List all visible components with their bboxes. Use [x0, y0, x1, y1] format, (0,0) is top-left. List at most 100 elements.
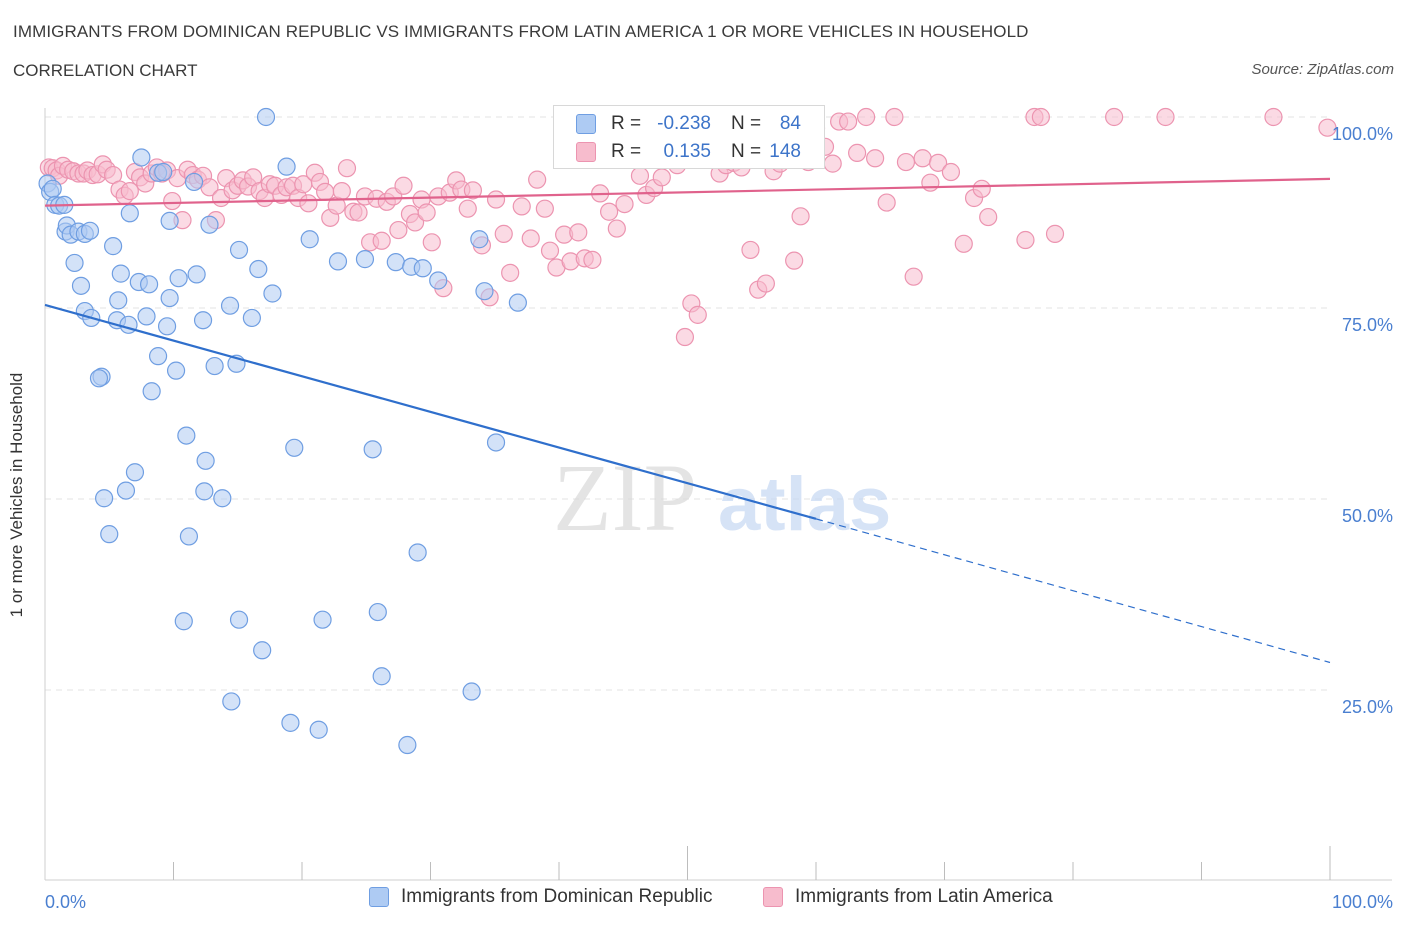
data-point-dominican-republic — [157, 317, 177, 336]
data-point-dominican-republic — [220, 296, 240, 315]
data-point-dominican-republic — [486, 433, 506, 452]
data-point-dominican-republic — [429, 271, 448, 290]
data-point-latin-america — [652, 168, 671, 187]
watermark-zip: ZIP — [553, 444, 697, 551]
data-point-dominican-republic — [166, 361, 186, 380]
data-point-latin-america — [349, 203, 368, 222]
series-dominican-republic-points — [38, 107, 527, 755]
data-point-dominican-republic — [408, 543, 427, 562]
stats-r-value: 0.135 — [663, 141, 711, 162]
data-point-latin-america — [839, 112, 858, 131]
data-point-latin-america — [486, 190, 506, 209]
data-point-latin-america — [569, 223, 588, 242]
data-point-latin-america — [921, 173, 940, 192]
data-point-dominican-republic — [65, 253, 84, 273]
y-tick-label: 75.0% — [1342, 315, 1393, 335]
data-point-dominican-republic — [139, 275, 159, 294]
data-point-dominican-republic — [177, 426, 196, 445]
data-point-dominican-republic — [120, 204, 139, 223]
data-point-dominican-republic — [229, 240, 249, 260]
data-point-dominican-republic — [309, 720, 328, 739]
data-point-latin-america — [521, 229, 540, 248]
legend-item-latin-america[interactable]: Immigrants from Latin America — [763, 886, 1053, 908]
data-point-latin-america — [741, 240, 760, 260]
data-point-latin-america — [615, 194, 634, 214]
data-point-dominican-republic — [470, 230, 489, 249]
stats-r-value: -0.238 — [657, 113, 711, 134]
data-point-dominican-republic — [242, 308, 261, 328]
legend-swatch-blue — [369, 887, 389, 907]
data-point-dominican-republic — [137, 307, 156, 326]
data-point-latin-america — [512, 197, 531, 216]
stats-r-label: R = — [611, 141, 642, 162]
data-point-latin-america — [928, 153, 948, 172]
data-point-dominican-republic — [43, 179, 62, 198]
data-point-latin-america — [316, 182, 335, 201]
data-point-dominican-republic — [222, 692, 241, 711]
data-point-latin-america — [332, 182, 351, 201]
data-point-dominican-republic — [187, 265, 206, 284]
data-point-dominican-republic — [184, 172, 204, 192]
data-point-dominican-republic — [71, 276, 91, 295]
chart-title: IMMIGRANTS FROM DOMINICAN REPUBLIC VS IM… — [13, 22, 1029, 41]
data-point-dominican-republic — [285, 438, 304, 457]
data-point-latin-america — [422, 233, 441, 252]
data-point-dominican-republic — [205, 356, 224, 376]
data-point-dominican-republic — [413, 259, 432, 278]
data-point-dominican-republic — [95, 489, 114, 508]
source-label: Source: ZipAtlas.com — [1251, 61, 1394, 78]
data-point-latin-america — [417, 203, 436, 222]
data-point-dominican-republic — [125, 463, 145, 482]
data-point-dominican-republic — [160, 288, 179, 308]
data-point-latin-america — [540, 241, 560, 260]
data-point-dominican-republic — [132, 148, 151, 167]
legend-item-dominican[interactable]: Immigrants from Dominican Republic — [369, 886, 713, 908]
data-point-latin-america — [823, 154, 842, 173]
legend-label: Immigrants from Latin America — [795, 886, 1053, 907]
data-point-dominican-republic — [193, 311, 213, 330]
y-tick-label: 100.0% — [1332, 124, 1393, 144]
data-point-latin-america — [372, 231, 391, 250]
data-point-latin-america — [785, 251, 804, 270]
data-point-dominican-republic — [263, 284, 282, 303]
data-point-dominican-republic — [142, 382, 161, 401]
watermark-atlas: atlas — [718, 462, 891, 547]
stats-n-label: N = — [731, 113, 762, 134]
stats-swatch-blue — [576, 114, 596, 134]
data-point-dominican-republic — [475, 282, 494, 301]
data-point-latin-america — [1156, 107, 1175, 127]
data-point-dominican-republic — [89, 369, 109, 388]
data-point-latin-america — [494, 224, 513, 243]
data-point-dominican-republic — [277, 157, 296, 176]
data-point-latin-america — [535, 199, 554, 218]
data-point-dominican-republic — [508, 293, 527, 312]
data-point-dominican-republic — [169, 269, 188, 288]
data-point-latin-america — [389, 220, 408, 240]
x-tick-label: 100.0% — [1332, 892, 1393, 912]
data-point-dominican-republic — [368, 602, 387, 622]
data-point-dominican-republic — [281, 713, 300, 732]
data-point-latin-america — [791, 207, 810, 226]
legend: Immigrants from Dominican Republic Immig… — [0, 886, 1406, 918]
legend-swatch-pink — [763, 887, 783, 907]
data-point-latin-america — [1264, 107, 1283, 127]
data-point-dominican-republic — [398, 735, 417, 755]
stats-r-label: R = — [611, 113, 642, 134]
data-point-dominican-republic — [148, 347, 168, 366]
data-point-dominican-republic — [313, 610, 332, 629]
data-point-dominican-republic — [249, 259, 268, 279]
data-point-dominican-republic — [154, 162, 173, 182]
data-point-latin-america — [607, 219, 626, 238]
data-point-latin-america — [463, 181, 483, 200]
data-point-latin-america — [600, 202, 619, 221]
data-point-dominican-republic — [372, 667, 391, 686]
data-point-latin-america — [394, 176, 413, 195]
data-point-latin-america — [877, 193, 896, 212]
data-point-latin-america — [857, 107, 876, 127]
data-point-dominican-republic — [328, 252, 348, 271]
trend-line-latin-america — [44, 177, 1331, 207]
trend-line-dominican-republic-extension — [815, 518, 1331, 664]
data-point-latin-america — [630, 166, 650, 185]
data-point-dominican-republic — [111, 264, 130, 283]
